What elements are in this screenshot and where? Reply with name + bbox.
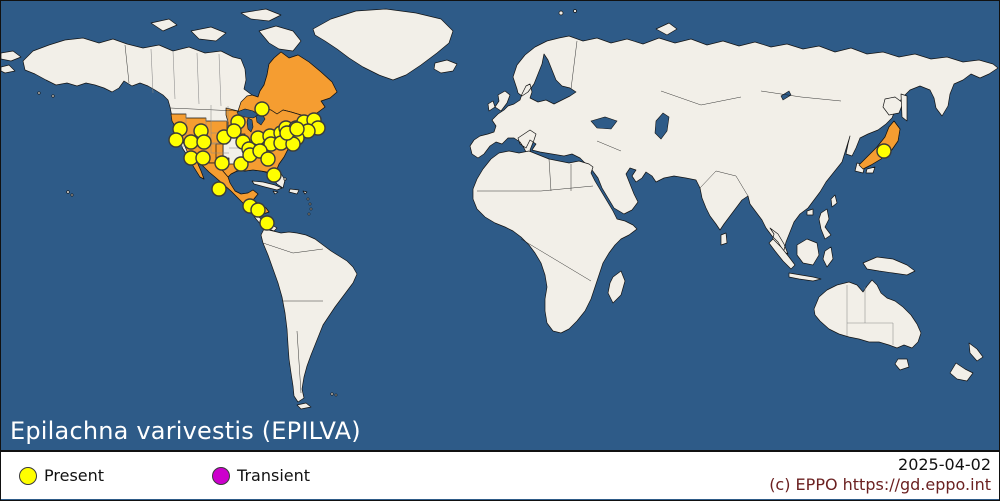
present-marker [196, 134, 212, 150]
eurasia [469, 35, 999, 255]
australia [813, 279, 922, 349]
map-stamp: 2025-04-02 (c) EPPO https://gd.eppo.int [769, 455, 991, 495]
legend-label-present: Present [44, 466, 105, 485]
present-marker [260, 151, 276, 167]
present-marker [183, 134, 199, 150]
black-sea [590, 116, 618, 130]
present-marker [259, 215, 275, 231]
africa [472, 150, 638, 334]
present-marker [195, 150, 211, 166]
present-marker [226, 123, 242, 139]
title-bar: Epilachna varivestis (EPILVA) [1, 411, 999, 450]
world-map-area [1, 1, 999, 411]
caspian-sea [654, 112, 670, 140]
land-layer [1, 8, 999, 410]
present-marker [289, 121, 305, 137]
present-marker [250, 202, 266, 218]
present-marker-icon [19, 466, 37, 485]
present-marker [266, 167, 282, 183]
marker-layer [168, 101, 892, 231]
present-marker [168, 132, 184, 148]
legend-label-transient: Transient [237, 466, 311, 485]
legend-bar: Present Transient 2025-04-02 (c) EPPO ht… [1, 450, 999, 499]
legend-item-present: Present [19, 466, 104, 485]
copyright-notice: (c) EPPO https://gd.eppo.int [769, 475, 991, 494]
greenland [312, 8, 454, 81]
iceland [433, 59, 458, 74]
south-america [260, 228, 358, 403]
lake-michigan [246, 117, 254, 133]
present-marker [254, 101, 270, 117]
legend-item-transient: Transient [212, 466, 310, 485]
map-date: 2025-04-02 [898, 455, 991, 474]
page-title: Epilachna varivestis (EPILVA) [10, 416, 361, 445]
present-marker [214, 155, 230, 171]
transient-marker-icon [212, 466, 231, 485]
present-marker [876, 143, 892, 159]
world-map-svg [1, 1, 999, 411]
present-marker [211, 181, 227, 197]
present-marker [233, 156, 249, 172]
lake-baikal [780, 90, 792, 101]
